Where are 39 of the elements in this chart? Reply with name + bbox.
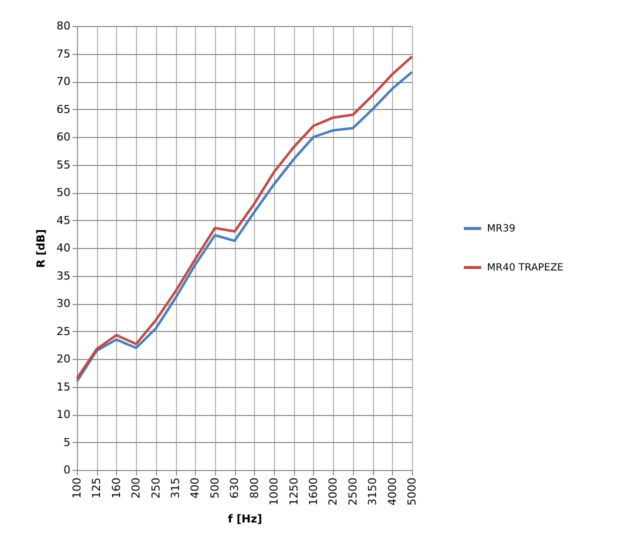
x-tick-label: 630 <box>228 478 242 498</box>
legend-label: MR39 <box>487 224 516 234</box>
y-tick-label: 10 <box>56 408 70 421</box>
y-tick-label: 75 <box>56 47 70 60</box>
x-tick-label: 1600 <box>306 478 320 506</box>
y-tick-label: 0 <box>64 464 70 476</box>
y-tick-label: 50 <box>56 186 70 199</box>
y-axis-title: R [dB] <box>34 229 48 268</box>
x-tick-label: 250 <box>149 478 162 498</box>
x-tick-label: 2000 <box>326 478 340 506</box>
y-tick-label: 80 <box>56 20 70 32</box>
x-tick-label: 315 <box>169 478 182 498</box>
y-tick-label: 55 <box>56 158 70 172</box>
x-tick-label: 100 <box>70 478 84 498</box>
x-tick-label: 4000 <box>386 478 399 506</box>
y-tick-label: 60 <box>56 130 70 144</box>
y-tick-label: 40 <box>56 242 70 254</box>
y-tick-label: 35 <box>56 269 70 282</box>
x-tick-label: 2500 <box>346 478 360 506</box>
x-tick-label: 5000 <box>406 478 418 506</box>
x-tick-label: 200 <box>130 478 143 498</box>
x-tick-label: 125 <box>90 478 104 498</box>
y-tick-label: 25 <box>56 324 70 338</box>
x-tick-label: 400 <box>188 478 202 498</box>
y-tick-label: 30 <box>56 297 70 310</box>
x-tick-label: 800 <box>248 478 261 498</box>
y-tick-label: 65 <box>56 102 70 116</box>
x-tick-label: 3150 <box>366 478 380 506</box>
y-tick-label: 15 <box>56 380 70 394</box>
x-tick-label: 1000 <box>268 478 281 506</box>
x-tick-label: 160 <box>110 478 123 498</box>
x-axis-title: f [Hz] <box>228 512 262 526</box>
x-tick-label: 500 <box>208 478 222 498</box>
y-tick-label: 5 <box>64 436 70 449</box>
y-tick-label: 45 <box>56 214 70 227</box>
y-tick-label: 20 <box>56 352 70 366</box>
y-tick-label: 70 <box>56 75 70 88</box>
legend-label: MR40 TRAPEZE <box>487 262 564 274</box>
x-tick-label: 1250 <box>287 478 300 506</box>
